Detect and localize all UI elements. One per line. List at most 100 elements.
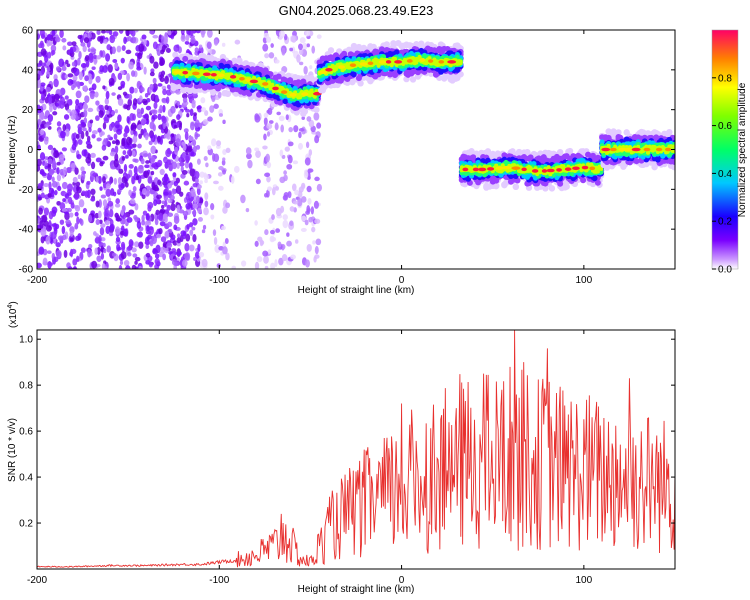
noise-speckle (71, 143, 77, 151)
noise-speckle (53, 256, 59, 263)
noise-speckle (316, 34, 322, 39)
noise-speckle (146, 213, 150, 221)
noise-speckle (59, 219, 65, 225)
noise-speckle (217, 91, 222, 99)
noise-speckle (118, 264, 123, 269)
noise-speckle (255, 178, 261, 185)
noise-speckle (141, 34, 147, 40)
noise-speckle (188, 222, 194, 228)
noise-speckle (184, 242, 190, 252)
noise-speckle (81, 171, 86, 181)
noise-speckle (181, 259, 188, 267)
noise-speckle (132, 98, 138, 106)
noise-speckle (123, 104, 129, 109)
noise-speckle (256, 256, 263, 263)
noise-speckle (44, 54, 49, 63)
ridge-peak-cell (229, 75, 237, 79)
noise-speckle (199, 180, 203, 185)
noise-speckle (190, 37, 196, 44)
noise-speckle (83, 37, 90, 44)
noise-speckle (309, 65, 313, 70)
ridge-peak-cell (182, 70, 189, 75)
noise-speckle (192, 139, 197, 147)
noise-speckle (105, 183, 111, 189)
noise-speckle (192, 203, 198, 209)
noise-speckle (77, 81, 81, 90)
noise-speckle (60, 130, 66, 139)
noise-speckle (64, 74, 68, 79)
noise-speckle (203, 156, 208, 161)
noise-speckle (56, 167, 60, 175)
noise-speckle (50, 44, 57, 53)
noise-speckle (88, 127, 92, 133)
noise-speckle (38, 111, 45, 121)
ridge-peak-cell (173, 70, 182, 74)
noise-speckle (181, 169, 188, 175)
noise-speckle (152, 34, 159, 39)
noise-speckle (67, 73, 74, 78)
noise-speckle (114, 212, 119, 218)
noise-speckle (85, 140, 91, 146)
noise-speckle (133, 165, 138, 175)
noise-speckle (120, 80, 126, 87)
noise-speckle (67, 78, 74, 86)
noise-speckle (111, 110, 116, 115)
noise-speckle (67, 41, 73, 46)
noise-speckle (141, 194, 146, 200)
noise-speckle (130, 124, 134, 131)
noise-speckle (112, 59, 118, 64)
noise-speckle (55, 66, 61, 72)
noise-speckle (87, 32, 92, 39)
noise-speckle (190, 30, 194, 37)
noise-speckle (140, 158, 145, 165)
ridge-peak-cell (217, 73, 225, 78)
noise-speckle (78, 50, 82, 60)
noise-speckle (274, 59, 280, 64)
noise-speckle (76, 154, 82, 160)
noise-speckle (84, 54, 90, 62)
noise-speckle (160, 49, 165, 55)
noise-speckle (150, 134, 156, 143)
noise-speckle (215, 140, 222, 147)
noise-speckle (39, 86, 44, 92)
noise-speckle (204, 192, 209, 201)
noise-speckle (264, 172, 271, 178)
noise-speckle (88, 243, 93, 249)
noise-speckle (90, 188, 96, 196)
noise-speckle (188, 244, 195, 252)
noise-speckle (143, 170, 150, 179)
noise-speckle (137, 52, 143, 60)
noise-speckle (128, 189, 132, 197)
noise-speckle (169, 194, 175, 201)
noise-speckle (292, 160, 299, 165)
noise-speckle (78, 199, 85, 208)
noise-speckle (86, 189, 91, 199)
noise-speckle (99, 219, 103, 225)
ridge-cell (327, 47, 335, 54)
noise-speckle (53, 150, 60, 159)
noise-speckle (308, 149, 313, 156)
noise-speckle (182, 151, 186, 159)
noise-speckle (56, 174, 62, 182)
noise-speckle (56, 121, 62, 127)
noise-speckle (82, 127, 87, 132)
noise-speckle (314, 245, 319, 255)
noise-speckle (306, 244, 312, 252)
noise-speckle (182, 210, 189, 217)
ridge-peak-cell (272, 86, 279, 91)
noise-speckle (222, 246, 228, 255)
noise-speckle (40, 228, 47, 237)
noise-speckle (139, 95, 143, 103)
noise-speckle (191, 101, 196, 109)
noise-speckle (182, 231, 187, 240)
noise-speckle (286, 232, 290, 237)
noise-speckle (58, 58, 65, 68)
noise-speckle (118, 30, 124, 34)
noise-speckle (87, 248, 92, 258)
noise-speckle (271, 187, 276, 196)
noise-speckle (163, 173, 169, 182)
noise-speckle (47, 51, 52, 59)
noise-speckle (175, 138, 182, 147)
noise-speckle (158, 227, 163, 235)
noise-speckle (170, 133, 175, 137)
